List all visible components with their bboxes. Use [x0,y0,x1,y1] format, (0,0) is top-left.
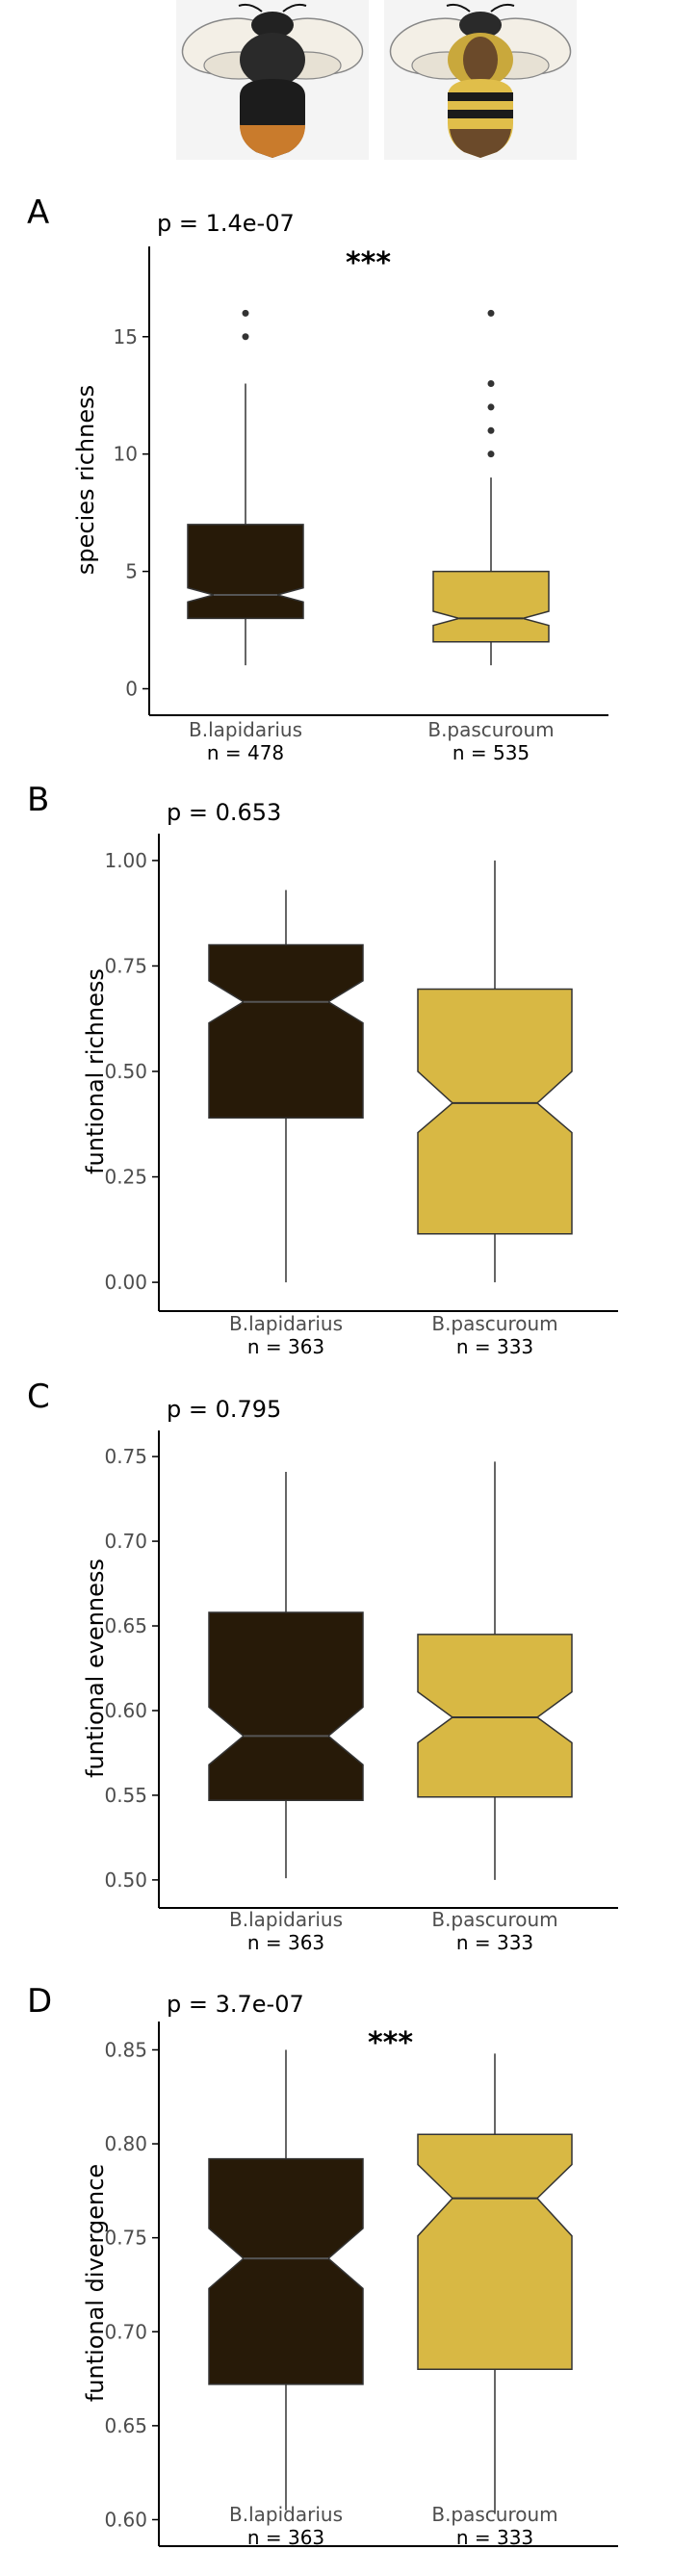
y-tick-label: 0.60 [104,2508,147,2531]
y-tick-label: 0.85 [104,2038,147,2061]
x-category-label: B.lapidarius [229,1908,343,1931]
sample-size-label: n = 363 [247,1931,324,1954]
outlier-point [487,403,495,411]
y-tick-label: 0.75 [104,1445,147,1468]
y-axis-title: funtional evenness [82,1558,109,1778]
p-value-label: p = 3.7e-07 [167,1991,304,2018]
outlier-point [487,451,495,458]
p-value-label: p = 1.4e-07 [157,210,295,237]
y-axis-title: species richness [72,385,99,575]
y-tick-label: 10 [114,443,138,466]
x-category-label: B.lapidarius [229,1312,343,1335]
outlier-point [242,333,249,341]
y-tick-label: 0.00 [104,1271,147,1294]
box-lapidarius [208,943,364,1119]
p-value-label: p = 0.795 [167,1396,281,1423]
y-tick-label: 0.70 [104,2320,147,2343]
x-category-label: B.pascuroum [431,1908,557,1931]
x-category-label: B.lapidarius [189,718,302,741]
y-tick-label: 0.75 [104,2227,147,2250]
panel-label: D [27,1982,52,2021]
y-axis-title: funtional richness [82,968,109,1174]
outlier-point [487,380,495,388]
sample-size-label: n = 333 [456,1335,533,1358]
y-tick-label: 0.80 [104,2132,147,2155]
y-tick-label: 0.50 [104,1060,147,1083]
box-pascuroum [417,2133,573,2371]
y-tick-label: 15 [114,325,138,348]
significance-stars: *** [346,246,391,280]
box-pascuroum [417,988,573,1235]
sample-size-label: n = 363 [247,2526,324,2549]
y-tick-label: 0.65 [104,2414,147,2437]
x-category-label: B.pascuroum [431,2503,557,2526]
box-lapidarius [208,1611,364,1801]
y-tick-label: 0.65 [104,1614,147,1637]
outlier-point [487,309,495,317]
box-lapidarius [187,524,304,620]
sample-size-label: n = 333 [456,2526,533,2549]
significance-stars: *** [368,2026,413,2060]
panel-label: B [27,781,49,819]
y-tick-label: 0.55 [104,1784,147,1807]
y-tick-label: 0.25 [104,1166,147,1189]
y-tick-label: 0.60 [104,1699,147,1722]
p-value-label: p = 0.653 [167,799,281,826]
y-tick-label: 0.50 [104,1868,147,1892]
sample-size-label: n = 478 [207,741,284,764]
y-tick-label: 0.70 [104,1530,147,1553]
box-lapidarius [208,2157,364,2385]
panel-label: A [27,193,49,232]
y-tick-label: 0.75 [104,954,147,977]
bee-lapidarius-icon [176,0,369,160]
sample-size-label: n = 333 [456,1931,533,1954]
sample-size-label: n = 535 [452,741,530,764]
panel-label: C [27,1378,50,1416]
sample-size-label: n = 363 [247,1335,324,1358]
outlier-point [242,309,249,317]
bee-pascuroum-icon [384,0,577,160]
x-category-label: B.pascuroum [431,1312,557,1335]
box-pascuroum [432,570,550,643]
box-pascuroum [417,1634,573,1798]
y-tick-label: 0 [125,677,138,700]
x-category-label: B.lapidarius [229,2503,343,2526]
y-tick-label: 1.00 [104,849,147,872]
outlier-point [487,426,495,434]
y-axis-title: funtional divergence [82,2164,109,2402]
y-tick-label: 5 [125,560,138,583]
x-category-label: B.pascuroum [427,718,554,741]
